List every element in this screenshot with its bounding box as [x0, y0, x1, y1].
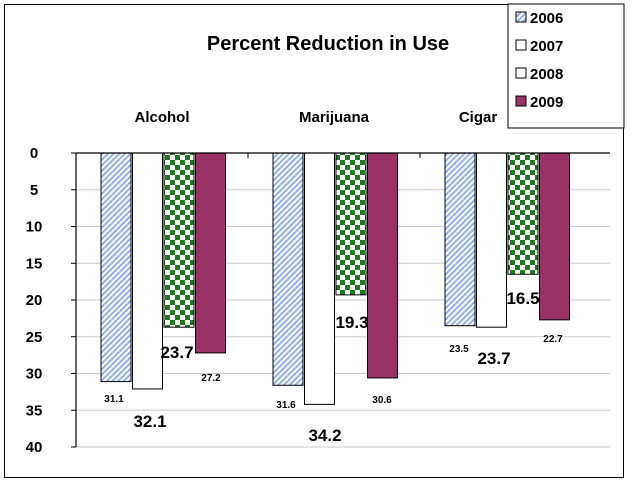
legend-label: 2008: [530, 66, 563, 83]
legend-swatch: [515, 39, 527, 51]
bar: [163, 152, 195, 328]
y-tick-label: 35: [26, 402, 43, 419]
legend-swatch: [515, 67, 527, 79]
data-label: 19.3: [335, 313, 368, 332]
y-tick-label: 25: [26, 329, 43, 346]
legend-label: 2006: [530, 10, 563, 27]
y-tick-label: 30: [26, 366, 43, 383]
y-tick-label: 5: [30, 182, 38, 199]
chart-title: Percent Reduction in Use: [207, 33, 449, 55]
bar: [539, 152, 570, 321]
bar: [272, 152, 304, 386]
bar: [507, 152, 539, 275]
data-label: 30.6: [372, 395, 392, 406]
category-label: Cigar: [459, 109, 498, 126]
y-tick-label: 0: [30, 145, 38, 162]
legend: 2006 2007 2008 2009: [507, 3, 625, 129]
bar: [132, 152, 163, 390]
category-label: Marijuana: [299, 109, 370, 126]
data-label: 31.6: [276, 400, 296, 411]
legend-box: [507, 3, 625, 129]
legend-swatch: [515, 11, 527, 23]
y-tick-label: 10: [26, 219, 43, 236]
data-label: 23.7: [477, 349, 510, 368]
y-tick-label: 20: [26, 292, 43, 309]
y-tick-label: 40: [26, 439, 43, 456]
data-label: 27.2: [201, 373, 221, 384]
y-tick-label: 15: [26, 255, 43, 272]
bar: [476, 152, 507, 328]
bar: [304, 152, 335, 405]
bar: [444, 152, 476, 327]
data-label: 32.1: [133, 412, 166, 431]
category-label: Alcohol: [135, 109, 190, 126]
data-label: 31.1: [104, 394, 124, 405]
legend-swatch: [515, 95, 527, 107]
data-label: 22.7: [543, 334, 563, 345]
bar: [195, 152, 226, 354]
bar: [335, 152, 367, 296]
legend-label: 2009: [530, 94, 563, 111]
data-label: 23.5: [449, 344, 469, 355]
data-label: 34.2: [308, 426, 341, 445]
bar: [100, 152, 132, 383]
bar: [367, 152, 398, 379]
data-label: 23.7: [160, 343, 193, 362]
data-label: 16.5: [506, 289, 539, 308]
legend-label: 2007: [530, 38, 563, 55]
